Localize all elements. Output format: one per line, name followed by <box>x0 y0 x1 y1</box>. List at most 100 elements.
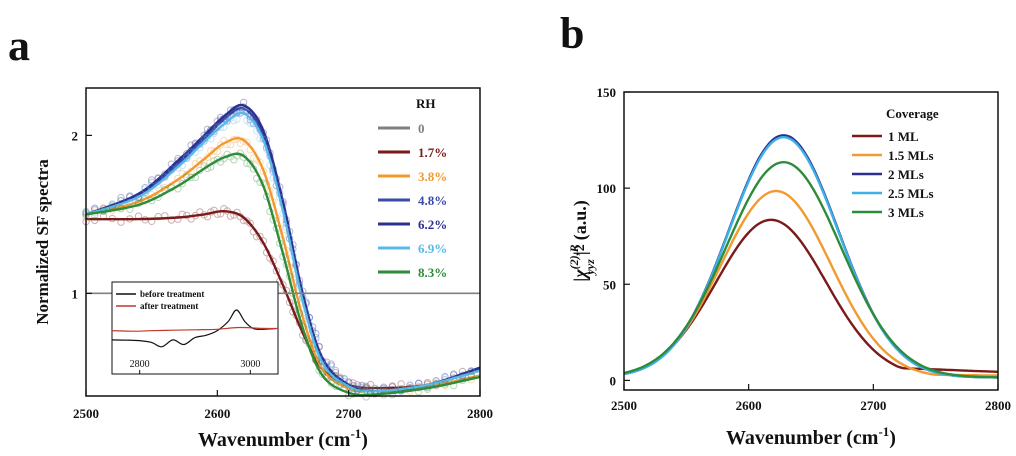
chart-b-legend-label: 1 ML <box>888 129 919 144</box>
chart-a-point <box>358 382 366 391</box>
chart-b-legend-label: 1.5 MLs <box>888 148 934 163</box>
chart-b-xtick-label: 2600 <box>736 398 762 413</box>
chart-a-point <box>191 139 200 147</box>
chart-a-point <box>213 117 222 125</box>
chart-a-point <box>243 217 251 225</box>
chart-a-inset-legend-label: after treatment <box>140 301 198 311</box>
chart-b-legend-label: 2 MLs <box>888 167 924 182</box>
chart-a-point <box>216 123 225 132</box>
chart-a-legend-label: 3.8% <box>418 169 447 184</box>
chart-b-legend-title: Coverage <box>886 106 939 121</box>
chart-b-xlabel: Wavenumber (cm-1) <box>726 424 896 449</box>
chart-a-xlabel-main: Wavenumber (cm <box>198 429 351 451</box>
chart-b: 2500 2600 2700 2800 0 50 100 150 Wavenumber (c… <box>567 85 1011 449</box>
chart-a-point <box>388 391 397 399</box>
chart-a-line-5 <box>85 111 481 393</box>
chart-a-legend: RH 0 1.7% 3.8% 4.8% 6.2% 6.9% 8.3% <box>378 96 447 280</box>
chart-b-legend: Coverage 1 ML 1.5 MLs 2 MLs 2.5 MLs 3 MLs <box>852 106 939 220</box>
chart-b-ylabel-sub: yyz <box>583 259 597 277</box>
chart-b-series <box>623 134 999 379</box>
chart-a-point <box>331 373 340 382</box>
chart-a-xtick-label: 2600 <box>204 406 230 421</box>
chart-a-inset-xtick-label: 3000 <box>240 359 260 370</box>
panel-letter-b: b <box>560 9 584 58</box>
chart-b-xtick-label: 2800 <box>985 398 1011 413</box>
panel-letter-a: a <box>8 21 30 70</box>
chart-a-inset-line-0 <box>111 309 279 348</box>
chart-a-point <box>246 219 254 227</box>
chart-b-xtick-label: 2700 <box>860 398 886 413</box>
chart-a-point <box>154 174 162 183</box>
chart-a-point <box>327 360 335 368</box>
chart-a-point <box>315 366 323 375</box>
chart-b-ytick-label: 100 <box>597 181 617 196</box>
chart-a-point <box>233 115 241 123</box>
chart-a-point <box>243 138 251 146</box>
chart-b-ylabel-pow: 2 <box>573 244 588 251</box>
chart-a-ytick-label: 2 <box>72 128 79 143</box>
chart-a-xlabel-sup: -1 <box>350 426 361 441</box>
chart-b-ylabel: |χ(2),R yyz|2(a.u.) <box>567 200 597 281</box>
chart-b-line-4 <box>623 160 999 379</box>
chart-b-ylabel-chi: χ <box>570 269 590 281</box>
chart-a-legend-label: 6.9% <box>418 241 447 256</box>
chart-a-point <box>246 113 254 121</box>
chart-b-ylabel-sup: (2),R <box>567 244 581 269</box>
chart-a: 2500 2600 2700 2800 12 Wavenumber (cm-1) No… <box>33 87 493 451</box>
chart-a-point <box>207 126 215 134</box>
chart-a-line-1 <box>85 209 481 390</box>
chart-a-point <box>362 393 370 401</box>
chart-a-point <box>226 140 235 149</box>
chart-b-line-1 <box>623 189 998 377</box>
chart-a-inset-xtick-label: 2800 <box>130 359 150 370</box>
chart-a-ytick-label: 1 <box>72 286 79 301</box>
chart-a-point <box>91 216 99 225</box>
chart-b-ylabel-bar: | <box>570 278 590 282</box>
chart-b-x-axis: 2500 2600 2700 2800 <box>611 384 1011 413</box>
chart-a-point <box>230 156 238 164</box>
chart-b-xtick-label: 2500 <box>611 398 637 413</box>
chart-a-point <box>358 389 366 398</box>
chart-a-point <box>336 380 344 389</box>
chart-b-xlabel-sup: -1 <box>878 424 889 439</box>
chart-a-point <box>210 129 218 138</box>
chart-a-point <box>210 147 218 155</box>
chart-a-line-6 <box>85 152 481 397</box>
chart-a-plot-area <box>85 87 481 397</box>
chart-b-ytick-label: 0 <box>610 373 617 388</box>
chart-a-point <box>226 106 235 114</box>
chart-a-point <box>187 173 195 182</box>
chart-a-point <box>331 366 340 375</box>
chart-b-legend-label: 3 MLs <box>888 205 924 220</box>
chart-a-legend-label: 8.3% <box>418 265 447 280</box>
chart-a-point <box>223 117 231 126</box>
chart-a-point <box>243 116 251 125</box>
chart-a-point <box>353 386 362 395</box>
chart-a-point <box>216 141 225 149</box>
chart-a-point <box>183 149 191 158</box>
chart-b-line-0 <box>623 218 999 375</box>
chart-a-point <box>358 381 366 390</box>
chart-a-legend-label: 4.8% <box>418 193 447 208</box>
chart-a-legend-label: 6.2% <box>418 217 447 232</box>
chart-a-xtick-label: 2500 <box>73 406 99 421</box>
chart-a-xlabel: Wavenumber (cm-1) <box>198 426 368 451</box>
chart-a-y-axis: 12 <box>72 128 92 301</box>
chart-a-point <box>203 133 212 142</box>
chart-b-ytick-label: 50 <box>603 277 616 292</box>
chart-a-xlabel-close: ) <box>361 429 368 451</box>
chart-a-legend-label: 0 <box>418 121 425 136</box>
chart-b-legend-label: 2.5 MLs <box>888 186 934 201</box>
chart-b-ytick-label: 150 <box>597 85 617 100</box>
chart-b-ylabel-bar2: | <box>570 251 590 255</box>
chart-a-point <box>226 114 235 122</box>
chart-a-ylabel: Normalized SF spectra <box>33 159 52 325</box>
chart-a-legend-label: 1.7% <box>418 145 447 160</box>
chart-a-point <box>178 179 187 188</box>
chart-a-legend-title: RH <box>416 96 436 111</box>
chart-a-xtick-label: 2700 <box>336 406 362 421</box>
chart-a-point <box>203 153 212 161</box>
chart-a-point <box>200 131 208 140</box>
chart-a-point <box>174 164 182 172</box>
